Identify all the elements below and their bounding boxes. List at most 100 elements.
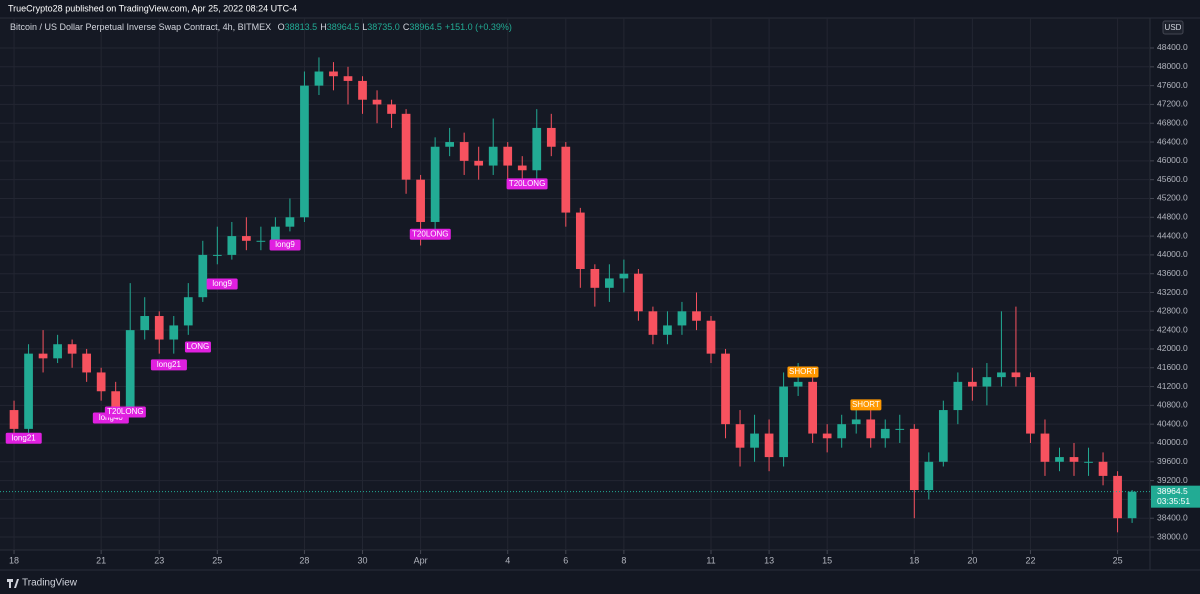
signal-label: LONG: [187, 342, 210, 351]
chart-title: Bitcoin / US Dollar Perpetual Inverse Sw…: [10, 22, 271, 32]
candle-body: [183, 297, 193, 326]
y-tick-label: 48400.0: [1157, 42, 1188, 52]
signal-label: SHORT: [789, 367, 817, 376]
candle-body: [96, 372, 106, 392]
candle-body: [212, 254, 222, 256]
y-tick-label: 40800.0: [1157, 400, 1188, 410]
candle-body: [111, 391, 121, 411]
candle-body: [285, 217, 295, 227]
candle-body: [474, 160, 484, 166]
candle-body: [430, 146, 440, 222]
candle-body: [1040, 433, 1050, 462]
signal-label: T20LONG: [412, 229, 448, 238]
y-tick-label: 40400.0: [1157, 418, 1188, 428]
x-tick-label: 22: [1025, 555, 1035, 565]
y-tick-label: 39200.0: [1157, 475, 1188, 485]
candle-body: [706, 320, 716, 354]
candle-body: [634, 273, 643, 312]
logo-icon: [7, 579, 19, 588]
signal-label-box: [104, 406, 146, 418]
y-tick-label: 46000.0: [1157, 155, 1188, 165]
plot: long21long40T20LONGlong21LONGlong9long9T…: [0, 57, 1150, 533]
candle-body: [532, 127, 542, 171]
ohlc-value: 38964.5: [409, 22, 442, 32]
candle-body: [140, 316, 150, 331]
x-tick-label: 11: [706, 555, 715, 565]
x-tick-label: 30: [358, 555, 368, 565]
signal-label-box: [269, 239, 301, 251]
y-tick-label: 44000.0: [1157, 249, 1188, 259]
y-tick-label: 43600.0: [1157, 268, 1188, 278]
candle-body: [764, 433, 774, 458]
x-tick-label: 18: [9, 555, 19, 565]
footer-logo: [7, 579, 19, 588]
candle-body: [314, 71, 324, 86]
candle-body: [256, 240, 266, 242]
candle-body: [169, 325, 179, 340]
candle-body: [880, 428, 890, 439]
footer-brand: TradingView: [22, 578, 78, 589]
candle-body: [692, 311, 701, 321]
candle-body: [677, 311, 687, 326]
candle-body: [590, 269, 600, 288]
candle-body: [271, 226, 280, 241]
candle-body: [1055, 457, 1064, 462]
currency-button[interactable]: [1162, 20, 1184, 35]
x-tick-label: 23: [154, 555, 164, 565]
candle-body: [154, 316, 164, 340]
candle-body: [924, 461, 934, 491]
y-tick-label: 47600.0: [1157, 80, 1188, 90]
y-tick-label: 45200.0: [1157, 193, 1188, 203]
y-tick-label: 48000.0: [1157, 61, 1188, 71]
candle-body: [358, 80, 367, 100]
ohlc-value: 38964.5: [327, 22, 360, 32]
last-price-label: 38964.5: [1157, 486, 1188, 496]
candle-body: [459, 142, 469, 161]
candle-body: [953, 381, 963, 411]
candle-body: [546, 127, 556, 147]
candle-body: [1098, 461, 1108, 476]
x-tick-label: 13: [764, 555, 774, 565]
candle-body: [721, 353, 730, 425]
candle-body: [837, 424, 847, 439]
publish-header: TrueCrypto28 published on TradingView.co…: [8, 3, 297, 13]
y-tick-label: 46800.0: [1157, 117, 1188, 127]
candle-body: [561, 146, 571, 213]
ohlc-value: 38813.5: [285, 22, 318, 32]
candle-body: [1113, 475, 1122, 519]
candle-body: [125, 330, 135, 411]
candle-body: [517, 165, 527, 171]
candle-body: [750, 433, 759, 448]
candle-body: [808, 381, 818, 434]
candle-body: [300, 85, 309, 218]
ohlc-key: C: [403, 22, 410, 32]
candle-body: [9, 410, 19, 429]
y-tick-label: 41600.0: [1157, 362, 1188, 372]
symbol-legend: Bitcoin / US Dollar Perpetual Inverse Sw…: [10, 22, 512, 32]
signal-label-box: [206, 278, 238, 290]
candle-body: [53, 344, 62, 359]
signal-label-box: [5, 432, 42, 444]
ohlc-key: L: [362, 22, 367, 32]
signal-label: long9: [212, 279, 232, 288]
y-tick-label: 44800.0: [1157, 212, 1188, 222]
candle-body: [1069, 457, 1079, 462]
candle-body: [372, 99, 382, 105]
candle-body: [38, 353, 48, 359]
candle-body: [416, 179, 425, 222]
signal-label-box: [409, 228, 451, 240]
candle-body: [227, 236, 237, 255]
candle-body: [982, 377, 992, 387]
currency[interactable]: USD: [1165, 23, 1182, 32]
candle-body: [735, 424, 745, 448]
signal-label-box: [184, 341, 211, 353]
candle-body: [1026, 377, 1035, 434]
x-tick-label: 8: [621, 555, 626, 565]
candle-body: [851, 419, 861, 425]
candle-body: [24, 353, 33, 429]
candle-body: [67, 344, 77, 354]
y-tick-label: 38000.0: [1157, 531, 1188, 541]
y-tick-label: 47200.0: [1157, 99, 1188, 109]
candle-body: [938, 410, 948, 462]
